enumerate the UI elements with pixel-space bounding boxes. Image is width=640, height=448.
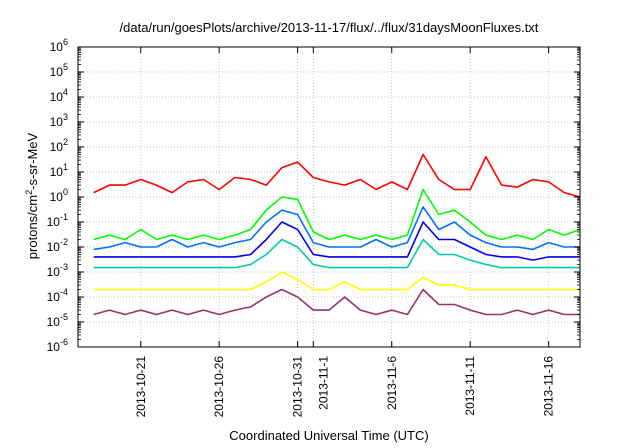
x-tick-label: 2013-11-11: [463, 356, 477, 416]
x-tick-label: 2013-11-1: [316, 356, 330, 410]
y-tick-label: 103: [50, 112, 68, 129]
x-tick-label: 2013-11-6: [385, 356, 399, 410]
x-tick-label: 2013-10-31: [291, 356, 305, 418]
data-series: [93, 153, 581, 316]
y-tick-label: 101: [50, 162, 68, 179]
grid-lines: [78, 47, 580, 347]
chart-title: /data/run/goesPlots/archive/2013-11-17/f…: [119, 20, 539, 35]
series-line-1: [93, 153, 581, 198]
x-axis-label: Coordinated Universal Time (UTC): [229, 428, 429, 443]
y-tick-label: 104: [50, 87, 68, 104]
x-tick-label: 2013-10-21: [134, 356, 148, 418]
series-line-3: [93, 206, 580, 251]
series-line-2: [93, 188, 581, 241]
y-tick-label: 106: [50, 37, 68, 54]
y-tick-label: 10-2: [47, 237, 68, 254]
series-line-4: [93, 221, 580, 261]
y-tick-label: 10-4: [47, 287, 68, 304]
y-tick-label: 102: [50, 137, 68, 154]
y-tick-label: 100: [50, 187, 68, 204]
y-tick-label: 10-6: [47, 337, 68, 354]
y-axis-ticks: 10-6 10-5 10-4 10-3 10-2 10-1 100 101 102 103 104 1…: [47, 37, 580, 354]
x-tick-label: 2013-10-26: [212, 356, 226, 418]
series-line-7: [93, 288, 580, 316]
y-tick-label: 10-5: [47, 312, 68, 329]
y-tick-label: 105: [50, 62, 68, 79]
y-tick-label: 10-1: [47, 212, 68, 229]
series-line-6: [93, 271, 580, 291]
y-tick-label: 10-3: [47, 262, 68, 279]
x-axis-ticks: 2013-10-21 2013-10-26 2013-10-31 2013-11-1 2…: [134, 47, 556, 417]
x-tick-label: 2013-11-16: [542, 356, 556, 417]
series-line-5: [93, 238, 580, 269]
